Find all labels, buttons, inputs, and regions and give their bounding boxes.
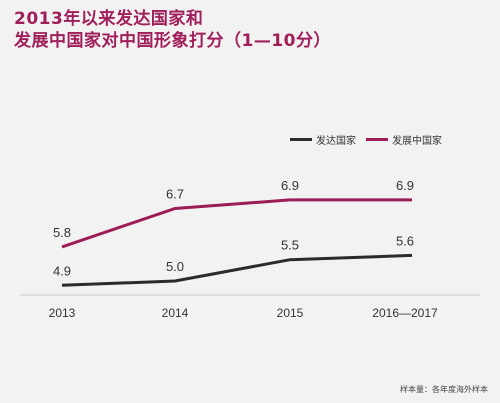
x-tick-label: 2013 — [49, 306, 76, 320]
legend-swatch-developed — [290, 138, 312, 141]
legend-swatch-developing — [366, 138, 388, 141]
legend-item-developing: 发展中国家 — [366, 132, 442, 147]
x-tick-label: 2014 — [162, 306, 189, 320]
chart-title: 2013年以来发达国家和 发展中国家对中国形象打分（1—10分） — [14, 8, 331, 52]
data-label: 5.5 — [281, 238, 299, 253]
data-label: 6.9 — [396, 178, 414, 193]
title-line-1: 2013年以来发达国家和 — [14, 9, 204, 29]
legend-label-developed: 发达国家 — [316, 136, 356, 147]
data-label: 5.0 — [166, 259, 184, 274]
legend-label-developing: 发展中国家 — [392, 136, 442, 147]
data-label: 6.7 — [166, 187, 184, 202]
data-label: 4.9 — [53, 263, 71, 278]
data-label: 5.6 — [396, 233, 414, 248]
data-label: 5.8 — [53, 225, 71, 240]
series-line-1 — [61, 198, 412, 249]
title-line-2: 发展中国家对中国形象打分（1—10分） — [14, 31, 331, 51]
x-tick-label: 2016—2017 — [372, 306, 438, 320]
data-label: 6.9 — [281, 178, 299, 193]
sample-note: 样本量：各年度海外样本 — [400, 385, 488, 394]
legend: 发达国家 发展中国家 — [290, 132, 452, 147]
series-line-0 — [61, 253, 413, 287]
x-tick-label: 2015 — [277, 306, 304, 320]
legend-item-developed: 发达国家 — [290, 132, 356, 147]
